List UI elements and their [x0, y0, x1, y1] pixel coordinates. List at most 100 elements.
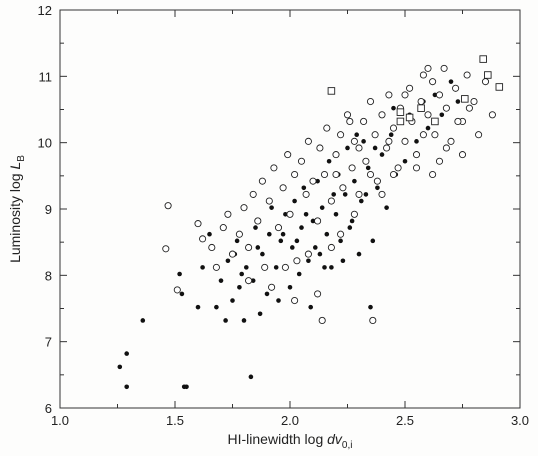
data-point-open — [371, 131, 379, 139]
data-point-filled — [363, 192, 369, 197]
data-point-filled — [303, 212, 309, 217]
data-point-open — [224, 210, 232, 218]
y-axis-title-var: L — [7, 162, 23, 170]
data-point-filled — [296, 271, 302, 277]
data-point-filled — [345, 145, 350, 151]
data-point-open — [235, 230, 243, 238]
data-point-filled — [301, 185, 307, 191]
x-axis-title-var: dv — [327, 431, 343, 447]
data-point-open — [162, 245, 170, 253]
data-point-square — [495, 83, 504, 91]
x-tick-label: 1.5 — [166, 413, 184, 428]
y-axis-title-main: Luminosity log — [7, 170, 23, 263]
data-point-filled — [124, 351, 129, 356]
data-point-open — [417, 97, 425, 106]
data-point-filled — [207, 231, 212, 237]
data-point-filled — [290, 245, 295, 250]
data-point-open — [265, 197, 273, 205]
data-point-open — [212, 263, 220, 271]
data-point-filled — [253, 225, 258, 230]
data-point-filled — [329, 265, 334, 270]
ticks-layer: 1.0 1.5 2.0 2.5 3.0 6 7 8 9 10 11 12 — [38, 3, 530, 428]
data-point-square — [396, 108, 405, 116]
data-point-open — [274, 224, 283, 232]
data-point-open — [332, 170, 340, 179]
data-point-open — [337, 230, 345, 238]
data-point-open — [378, 111, 386, 119]
data-point-filled — [181, 384, 187, 390]
data-point-open — [366, 170, 375, 179]
data-point-filled — [361, 139, 366, 144]
data-point-filled — [333, 212, 339, 217]
data-point-open — [249, 190, 257, 198]
data-point-open — [316, 144, 324, 152]
data-point-filled — [324, 231, 330, 237]
data-point-filled — [273, 265, 279, 270]
data-point-filled — [223, 318, 228, 323]
data-point-filled — [375, 185, 380, 191]
data-point-filled — [195, 304, 201, 310]
data-point-filled — [200, 265, 205, 270]
data-point-open — [318, 316, 326, 324]
x-tick-label: 2.0 — [281, 413, 299, 428]
data-point-filled — [347, 225, 353, 230]
data-point-open — [327, 197, 335, 205]
data-point-filled — [248, 374, 254, 380]
data-point-open — [314, 217, 322, 225]
data-point-open — [435, 157, 444, 165]
data-point-square — [327, 87, 336, 95]
data-point-open — [419, 71, 427, 79]
data-point-filled — [379, 152, 385, 157]
data-point-open — [442, 104, 450, 112]
plot-frame — [59, 9, 521, 409]
data-point-open — [286, 210, 294, 218]
y-tick-label: 11 — [39, 69, 53, 84]
data-point-open — [412, 164, 421, 172]
data-point-open — [442, 144, 450, 152]
data-point-filled — [388, 132, 394, 138]
data-point-filled — [326, 158, 332, 164]
data-point-open — [406, 84, 414, 92]
data-point-open — [429, 78, 437, 86]
data-point-open — [261, 263, 269, 271]
data-point-open — [346, 117, 354, 125]
data-point-open — [385, 137, 393, 145]
data-point-open — [488, 111, 496, 119]
data-point-filled — [283, 212, 288, 217]
data-point-open — [447, 137, 455, 145]
data-point-filled — [269, 205, 274, 210]
x-axis-title: HI-linewidth log dv0,i — [228, 431, 353, 451]
data-point-filled — [402, 158, 408, 164]
data-point-filled — [340, 258, 346, 264]
data-point-open — [452, 84, 460, 92]
data-point-filled — [317, 251, 323, 257]
data-point-open — [383, 144, 391, 152]
data-point-filled — [264, 291, 270, 297]
data-point-open — [199, 235, 207, 243]
data-point-open — [454, 117, 462, 125]
data-point-open — [323, 124, 331, 132]
data-point-filled — [384, 205, 389, 210]
data-point-filled — [250, 278, 256, 283]
data-point-open — [366, 97, 375, 106]
data-point-filled — [292, 198, 297, 204]
data-point-filled — [140, 318, 146, 323]
data-point-filled — [308, 304, 314, 310]
data-point-filled — [322, 265, 327, 270]
data-point-filled — [455, 99, 461, 104]
data-point-open — [424, 64, 432, 72]
data-point-filled — [319, 205, 325, 210]
data-point-filled — [299, 225, 304, 230]
data-point-filled — [244, 265, 249, 270]
x-axis-title-main: HI-linewidth log — [228, 431, 328, 447]
y-tick-label: 6 — [45, 401, 52, 416]
y-tick-label: 12 — [38, 3, 52, 18]
data-point-filled — [124, 384, 129, 390]
data-point-open — [389, 124, 398, 132]
data-point-filled — [352, 178, 357, 184]
data-point-filled — [218, 278, 224, 283]
data-point-square — [405, 113, 414, 122]
data-point-open — [378, 190, 386, 198]
data-point-open — [369, 316, 377, 324]
